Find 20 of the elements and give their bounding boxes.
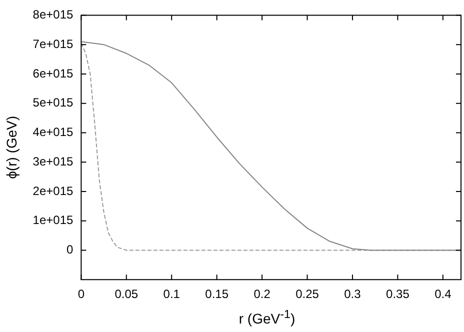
x-axis-title: r (GeV$^{-1}$) <box>238 308 296 327</box>
y-tick-label: 4e+015 <box>32 125 74 140</box>
y-tick-label: 1e+015 <box>32 213 74 228</box>
y-tick-label: 2e+015 <box>32 184 74 198</box>
y-tick-label: 6e+015 <box>32 66 74 80</box>
y-axis-title: ϕ(r) (GeV) <box>3 116 20 179</box>
x-tick-label: 0.15 <box>205 287 229 302</box>
y-tick-label: 7e+015 <box>32 36 74 51</box>
y-tick-label: 0 <box>66 242 74 257</box>
y-tick-label: 3e+015 <box>32 154 74 168</box>
y-tick-label: 8e+015 <box>32 8 74 22</box>
x-tick-label: 0.25 <box>296 287 320 302</box>
x-tick-label: 0.1 <box>163 287 180 302</box>
x-tick-label: 0.3 <box>344 287 362 302</box>
x-tick-label: 0.35 <box>386 287 410 302</box>
x-tick-label: 0 <box>78 287 85 302</box>
x-tick-label: 0.4 <box>434 287 452 302</box>
y-tick-label: 5e+015 <box>32 96 74 110</box>
x-tick-label: 0.2 <box>254 287 271 302</box>
x-tick-label: 0.05 <box>114 287 138 302</box>
